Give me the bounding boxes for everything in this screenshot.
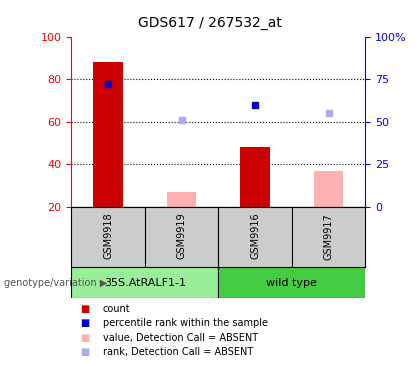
Text: percentile rank within the sample: percentile rank within the sample — [103, 318, 268, 328]
Text: count: count — [103, 304, 131, 314]
Text: ■: ■ — [80, 347, 89, 357]
Text: GSM9916: GSM9916 — [250, 213, 260, 259]
Text: rank, Detection Call = ABSENT: rank, Detection Call = ABSENT — [103, 347, 253, 357]
Text: wild type: wild type — [266, 278, 318, 288]
Bar — [94, 62, 123, 207]
Bar — [71, 267, 218, 298]
Text: ■: ■ — [80, 333, 89, 343]
Text: GSM9919: GSM9919 — [177, 213, 186, 259]
Bar — [218, 267, 365, 298]
Text: genotype/variation ▶: genotype/variation ▶ — [4, 278, 108, 288]
Text: value, Detection Call = ABSENT: value, Detection Call = ABSENT — [103, 333, 258, 343]
Bar — [167, 192, 197, 207]
Bar — [241, 147, 270, 207]
Text: GSM9918: GSM9918 — [103, 213, 113, 259]
Text: GDS617 / 267532_at: GDS617 / 267532_at — [138, 16, 282, 30]
Text: 35S.AtRALF1-1: 35S.AtRALF1-1 — [104, 278, 186, 288]
Bar — [314, 171, 344, 207]
Text: GSM9917: GSM9917 — [324, 213, 333, 259]
Text: ■: ■ — [80, 304, 89, 314]
Text: ■: ■ — [80, 318, 89, 328]
